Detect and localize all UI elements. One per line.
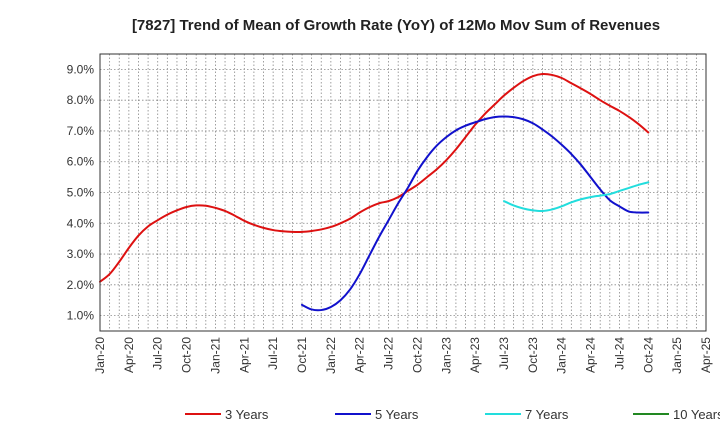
grid xyxy=(100,54,706,331)
y-tick-label: 4.0% xyxy=(67,216,95,230)
x-tick-label: Jan-20 xyxy=(93,337,107,374)
series-line-5-years xyxy=(301,115,650,312)
y-tick-label: 3.0% xyxy=(67,247,95,261)
series-line-7-years xyxy=(503,181,650,213)
x-tick-label: Oct-20 xyxy=(180,337,194,373)
x-tick-label: Jul-21 xyxy=(266,337,280,370)
x-tick-label: Jan-24 xyxy=(555,337,569,374)
x-tick-label: Apr-22 xyxy=(353,337,367,373)
x-tick-label: Apr-20 xyxy=(122,337,136,373)
y-tick-label: 2.0% xyxy=(67,278,95,292)
x-tick-label: Jan-25 xyxy=(670,337,684,374)
x-tick-label: Jan-23 xyxy=(439,337,453,374)
legend-label-10-years: 10 Years xyxy=(673,407,720,422)
plot-frame xyxy=(99,53,707,332)
x-axis-ticks: Jan-20 Apr-20 Jul-20 Oct-20 Jan-21 Apr-21 Jul-… xyxy=(93,337,713,374)
y-tick-label: 6.0% xyxy=(67,155,95,169)
y-tick-label: 8.0% xyxy=(67,93,95,107)
x-tick-label: Jan-21 xyxy=(208,337,222,374)
legend: 3 Years 5 Years 7 Years 10 Years xyxy=(185,407,720,422)
x-tick-label: Apr-25 xyxy=(699,337,713,373)
x-tick-label: Oct-23 xyxy=(526,337,540,373)
x-tick-label: Apr-21 xyxy=(237,337,251,373)
y-tick-label: 7.0% xyxy=(67,124,95,138)
x-tick-label: Jul-22 xyxy=(382,337,396,370)
x-tick-label: Oct-21 xyxy=(295,337,309,373)
y-tick-label: 5.0% xyxy=(67,186,95,200)
series-line-3-years xyxy=(99,72,650,283)
y-axis-ticks: 1.0% 2.0% 3.0% 4.0% 5.0% 6.0% 7.0% 8.0% 9.0% xyxy=(67,62,95,322)
x-tick-label: Oct-22 xyxy=(410,337,424,373)
legend-label-3-years: 3 Years xyxy=(225,407,269,422)
x-tick-label: Oct-24 xyxy=(641,337,655,373)
chart-title: [7827] Trend of Mean of Growth Rate (YoY… xyxy=(132,17,660,34)
x-tick-label: Jan-22 xyxy=(324,337,338,374)
y-tick-label: 9.0% xyxy=(67,62,95,76)
x-tick-label: Jul-23 xyxy=(497,337,511,370)
x-tick-label: Jul-24 xyxy=(612,337,626,370)
legend-label-5-years: 5 Years xyxy=(375,407,419,422)
x-tick-label: Apr-24 xyxy=(584,337,598,373)
x-tick-label: Apr-23 xyxy=(468,337,482,373)
x-tick-label: Jul-20 xyxy=(151,337,165,370)
y-tick-label: 1.0% xyxy=(67,309,95,323)
series-lines xyxy=(99,72,650,312)
legend-label-7-years: 7 Years xyxy=(525,407,569,422)
